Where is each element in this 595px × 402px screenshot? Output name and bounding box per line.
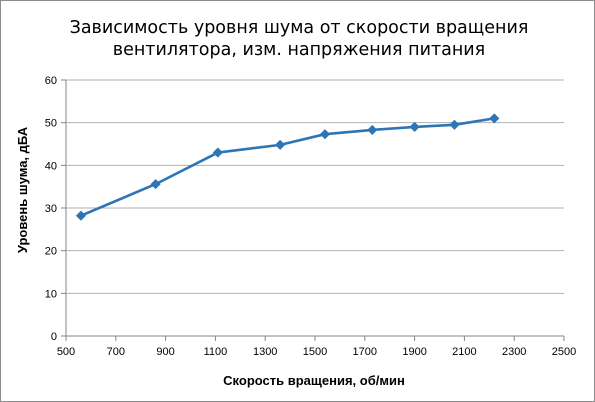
data-point-marker [409, 121, 420, 133]
chart-title-line-1: Зависимость уровня шума от скорости вращ… [70, 18, 529, 38]
data-point-marker [75, 210, 87, 221]
data-point-marker [274, 139, 286, 151]
y-tick-label: 40 [45, 160, 57, 172]
chart-title-line-2: вентилятора, изм. напряжения питания [113, 40, 485, 60]
x-tick-label: 2100 [452, 346, 476, 358]
data-point-marker [319, 129, 331, 140]
y-tick-label: 20 [45, 246, 57, 258]
x-tick-label: 2300 [502, 346, 526, 358]
gridlines [66, 79, 564, 294]
y-tick-label: 30 [45, 203, 57, 215]
x-tick-label: 700 [107, 346, 125, 358]
y-tick-label: 50 [45, 118, 57, 130]
tick-labels: 0 10 20 30 40 50 60 500 700 900 1100 1300 1500 1700 19… [45, 75, 576, 358]
x-axis-title: Скорость вращения, об/мин [223, 373, 405, 388]
x-tick-label: 1700 [353, 346, 377, 358]
axes [61, 79, 565, 341]
y-tick-label: 0 [51, 331, 57, 343]
y-tick-label: 60 [45, 75, 57, 87]
data-point-marker [212, 147, 224, 158]
x-tick-label: 1100 [204, 346, 228, 358]
x-tick-label: 1900 [402, 346, 426, 358]
x-tick-label: 900 [156, 346, 174, 358]
x-tick-label: 500 [57, 346, 75, 358]
x-tick-label: 1300 [253, 346, 277, 358]
data-point-marker [449, 119, 460, 130]
data-point-marker [150, 178, 161, 190]
x-tick-label: 1500 [303, 346, 327, 358]
y-tick-label: 10 [45, 288, 57, 300]
series-line [80, 117, 495, 217]
y-axis-title: Уровень шума, дБА [15, 126, 30, 253]
data-series [75, 113, 500, 221]
data-point-marker [489, 113, 500, 124]
data-point-marker [367, 124, 378, 136]
x-tick-label: 2500 [552, 346, 576, 358]
